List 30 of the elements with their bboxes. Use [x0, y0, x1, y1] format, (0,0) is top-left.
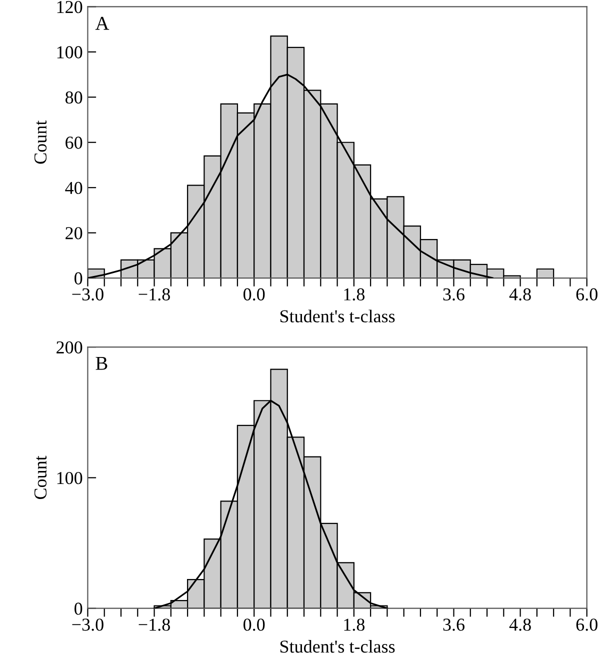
- y-tick-label: 40: [65, 182, 82, 194]
- x-tick-label: −3.0: [72, 288, 104, 301]
- y-tick-label: 0: [74, 272, 82, 284]
- x-tick-label: 4.8: [509, 288, 531, 301]
- x-tick-label: 3.6: [443, 618, 464, 631]
- x-tick-label: 3.6: [443, 288, 464, 301]
- y-axis-title: Count: [34, 456, 47, 500]
- x-tick-label: −1.8: [138, 288, 170, 301]
- y-tick-label: 0: [74, 602, 82, 615]
- y-axis-title: Count: [34, 120, 47, 164]
- x-tick-label: 1.8: [344, 618, 365, 631]
- x-axis-title: Student's t-class: [280, 640, 395, 653]
- x-tick-label: 4.8: [509, 618, 531, 631]
- chart-title: A: [95, 16, 110, 30]
- x-tick-label: 6.0: [576, 618, 598, 631]
- y-tick-label: 120: [57, 0, 82, 14]
- x-tick-label: −3.0: [72, 618, 104, 631]
- chart-title: B: [96, 356, 108, 370]
- x-axis-title: Student's t-class: [280, 310, 395, 322]
- y-tick-label: 200: [56, 341, 82, 354]
- y-tick-label: 80: [65, 91, 82, 104]
- x-tick-label: 1.8: [344, 288, 365, 301]
- y-tick-label: 60: [66, 136, 82, 149]
- y-tick-label: 100: [57, 472, 82, 484]
- x-tick-label: 0.0: [244, 618, 265, 631]
- x-tick-label: 6.0: [576, 288, 598, 301]
- y-tick-label: 100: [57, 46, 82, 58]
- x-tick-label: −1.8: [138, 618, 170, 631]
- x-tick-label: 0.0: [244, 288, 265, 301]
- y-tick-label: 20: [66, 227, 82, 240]
